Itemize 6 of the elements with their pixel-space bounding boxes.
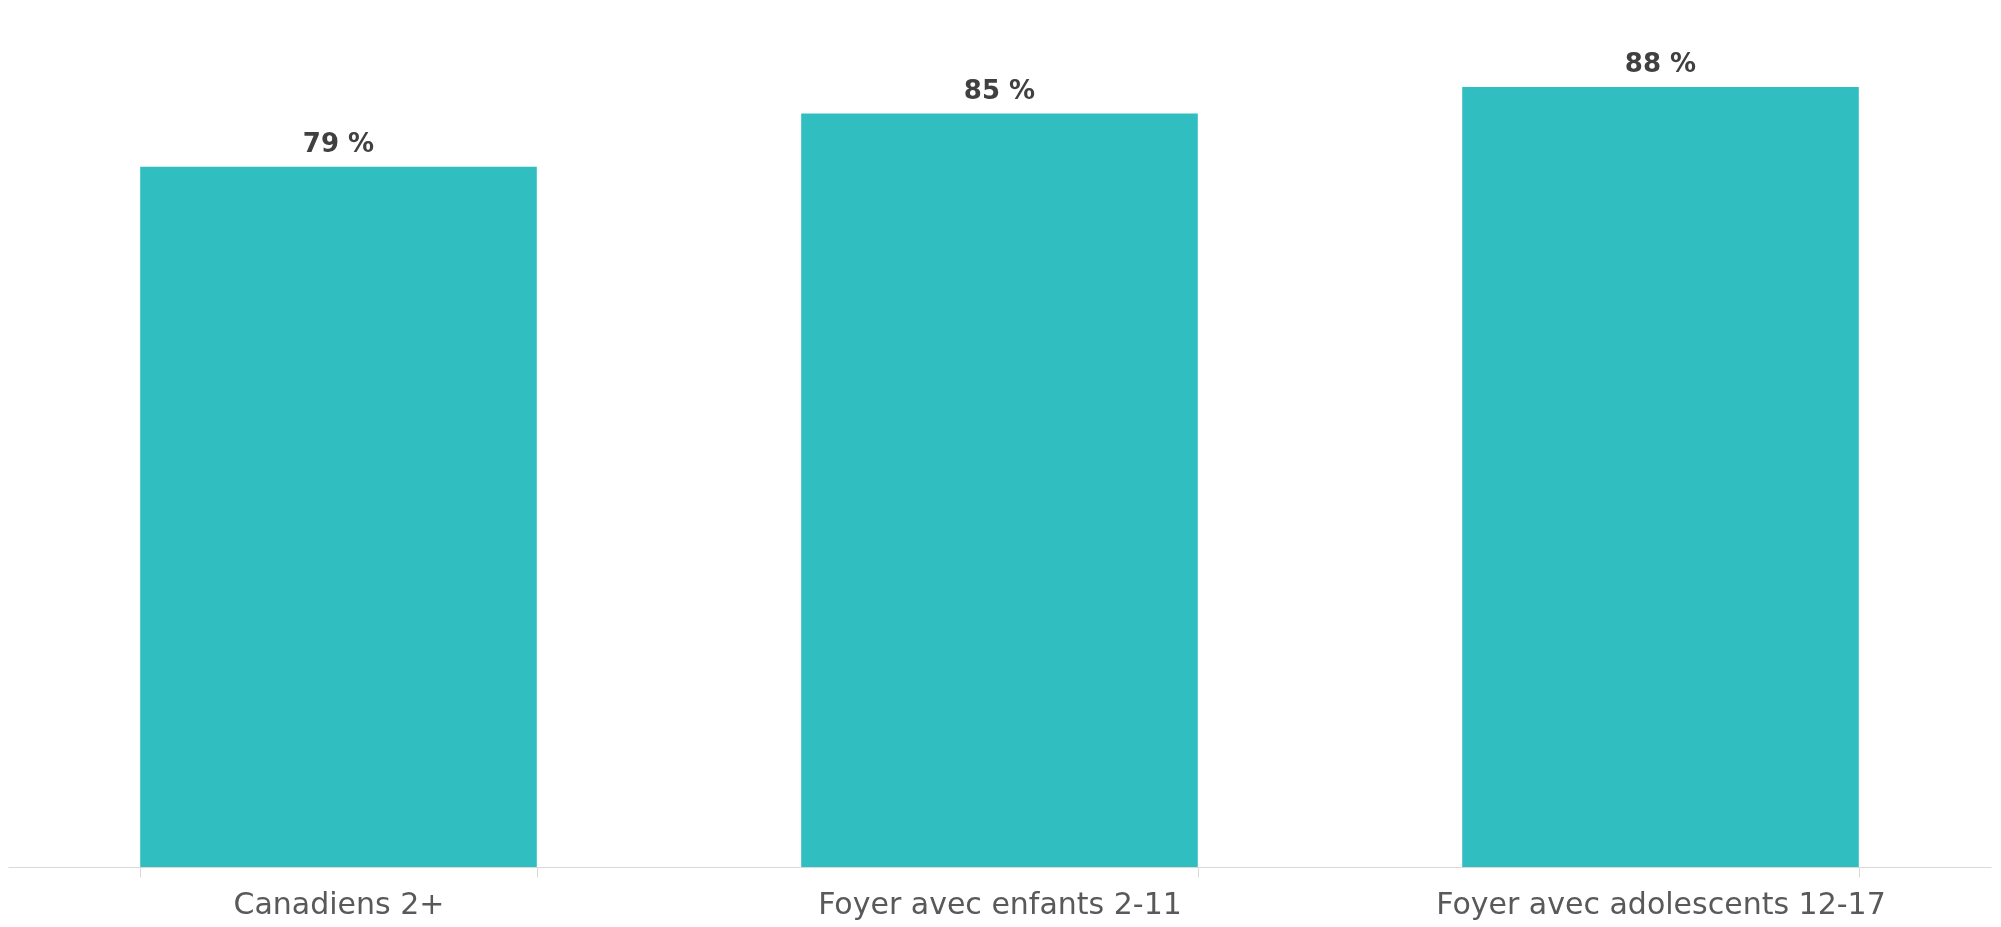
data-label: 79 % [302,127,375,158]
x-tick-label: Foyer avec adolescents 12-17 [1436,885,1886,921]
data-label: 88 % [1624,48,1697,78]
data-label: 85 % [963,74,1036,105]
x-tick-label: Canadiens 2+ [233,885,445,921]
x-tick-label: Foyer avec enfants 2-11 [818,885,1182,921]
